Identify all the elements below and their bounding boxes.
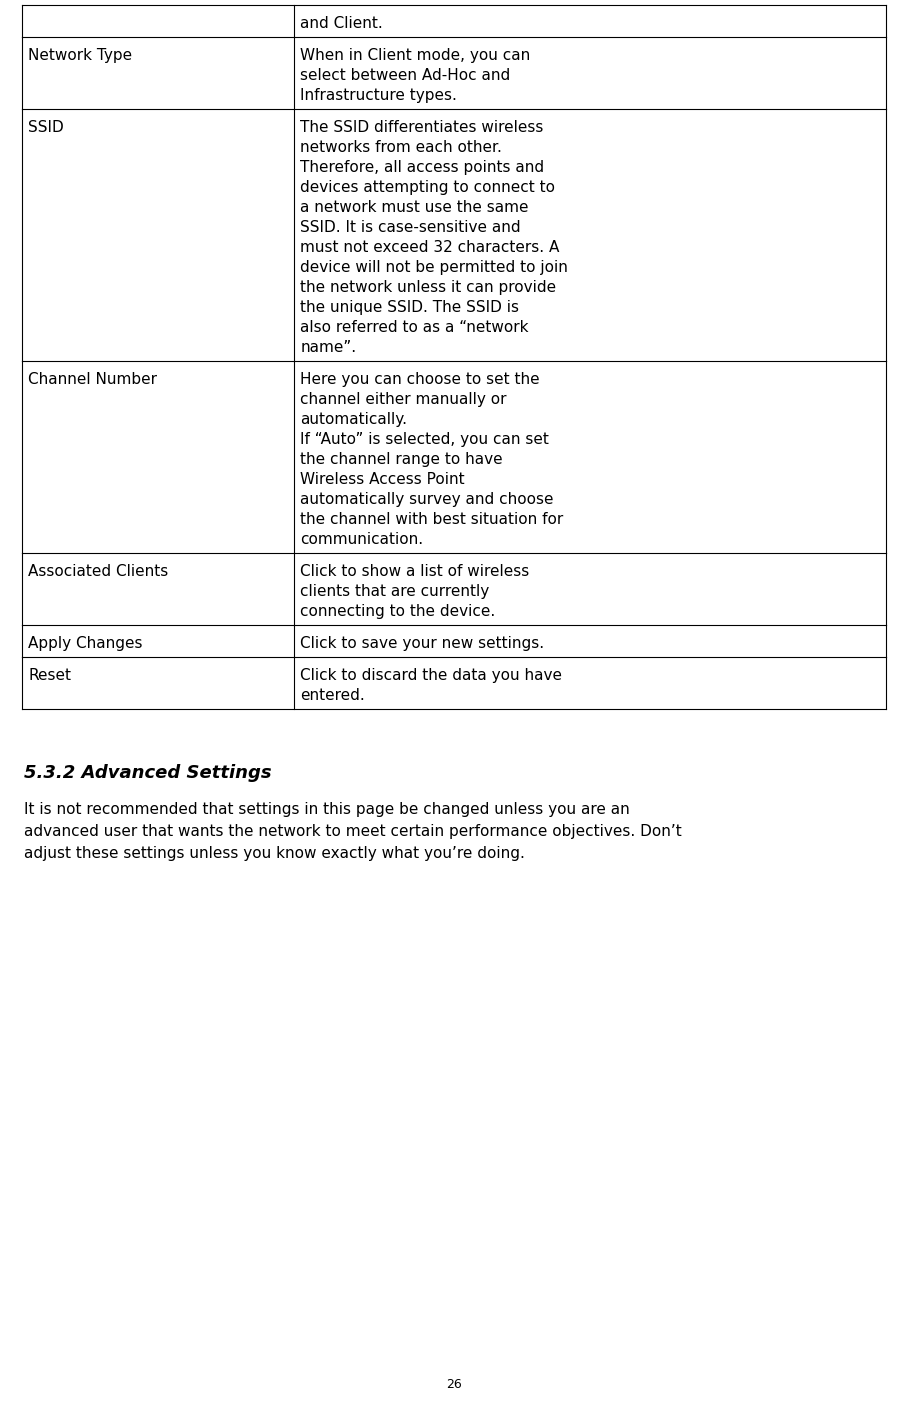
Text: must not exceed 32 characters. A: must not exceed 32 characters. A [301, 240, 559, 255]
Text: 26: 26 [446, 1379, 462, 1391]
Text: The SSID differentiates wireless: The SSID differentiates wireless [301, 120, 544, 135]
Text: SSID: SSID [28, 120, 64, 135]
Text: clients that are currently: clients that are currently [301, 584, 489, 600]
Text: When in Client mode, you can: When in Client mode, you can [301, 48, 530, 63]
Text: also referred to as a “network: also referred to as a “network [301, 320, 528, 334]
Text: connecting to the device.: connecting to the device. [301, 604, 496, 619]
Text: select between Ad-Hoc and: select between Ad-Hoc and [301, 68, 510, 83]
Text: Click to save your new settings.: Click to save your new settings. [301, 636, 544, 650]
Text: the channel range to have: the channel range to have [301, 452, 503, 467]
Text: Network Type: Network Type [28, 48, 133, 63]
Text: a network must use the same: a network must use the same [301, 200, 528, 214]
Text: Therefore, all access points and: Therefore, all access points and [301, 159, 544, 175]
Text: advanced user that wants the network to meet certain performance objectives. Don: advanced user that wants the network to … [24, 824, 682, 840]
Text: channel either manually or: channel either manually or [301, 392, 507, 406]
Text: the unique SSID. The SSID is: the unique SSID. The SSID is [301, 301, 519, 315]
Text: communication.: communication. [301, 532, 423, 547]
Text: device will not be permitted to join: device will not be permitted to join [301, 260, 568, 275]
Text: and Client.: and Client. [301, 16, 383, 31]
Text: the network unless it can provide: the network unless it can provide [301, 279, 557, 295]
Text: automatically survey and choose: automatically survey and choose [301, 492, 554, 507]
Text: Apply Changes: Apply Changes [28, 636, 143, 650]
Text: networks from each other.: networks from each other. [301, 140, 502, 155]
Text: Click to show a list of wireless: Click to show a list of wireless [301, 564, 529, 579]
Text: If “Auto” is selected, you can set: If “Auto” is selected, you can set [301, 432, 549, 447]
Text: Reset: Reset [28, 667, 71, 683]
Text: adjust these settings unless you know exactly what you’re doing.: adjust these settings unless you know ex… [24, 847, 525, 861]
Text: Here you can choose to set the: Here you can choose to set the [301, 373, 539, 387]
Text: entered.: entered. [301, 689, 365, 703]
Text: 5.3.2 Advanced Settings: 5.3.2 Advanced Settings [24, 763, 271, 782]
Text: SSID. It is case-sensitive and: SSID. It is case-sensitive and [301, 220, 521, 236]
Text: It is not recommended that settings in this page be changed unless you are an: It is not recommended that settings in t… [24, 801, 630, 817]
Text: name”.: name”. [301, 340, 356, 356]
Text: Wireless Access Point: Wireless Access Point [301, 473, 465, 487]
Text: automatically.: automatically. [301, 412, 407, 428]
Text: devices attempting to connect to: devices attempting to connect to [301, 181, 555, 195]
Text: the channel with best situation for: the channel with best situation for [301, 512, 563, 526]
Text: Associated Clients: Associated Clients [28, 564, 168, 579]
Text: Infrastructure types.: Infrastructure types. [301, 87, 457, 103]
Text: Channel Number: Channel Number [28, 373, 157, 387]
Text: Click to discard the data you have: Click to discard the data you have [301, 667, 562, 683]
